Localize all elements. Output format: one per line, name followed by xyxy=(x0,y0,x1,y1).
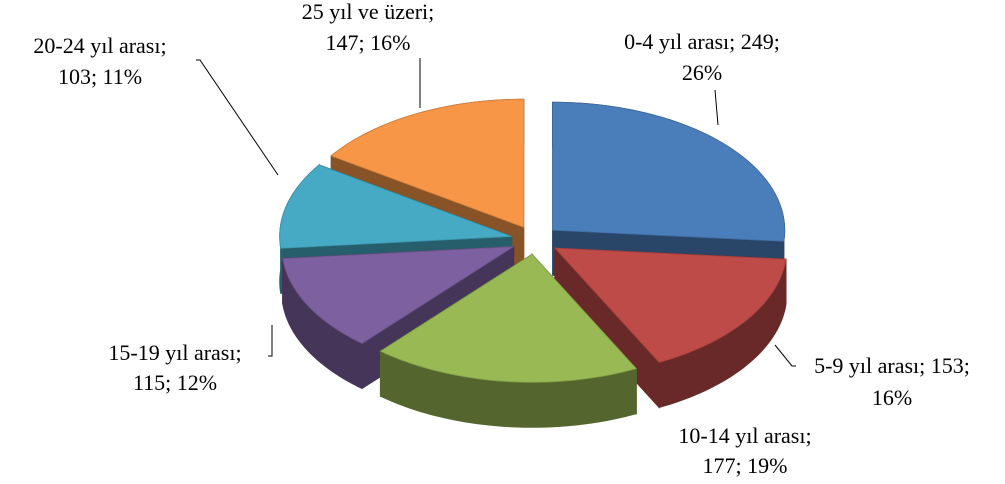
slice xyxy=(279,164,512,249)
slice-label: 177; 19% xyxy=(703,453,788,478)
slice-label: 5-9 yıl arası; 153; xyxy=(814,353,970,378)
slice xyxy=(379,253,638,428)
slice-label: 10-14 yıl arası; xyxy=(678,423,811,448)
labels: 0-4 yıl arası; 249; 26% 5-9 yıl arası; 1… xyxy=(33,0,970,478)
slice-label: 103; 11% xyxy=(58,64,142,89)
slice xyxy=(553,246,787,409)
slice-label: 115; 12% xyxy=(133,370,217,395)
slice-label: 26% xyxy=(682,60,722,85)
slice xyxy=(282,246,516,344)
leader-line xyxy=(268,325,273,357)
slice xyxy=(552,101,786,287)
slice-label: 25 yıl ve üzeri; xyxy=(302,0,435,24)
slice-label: 15-19 yıl arası; xyxy=(108,340,241,365)
slice-label: 20-24 yıl arası; xyxy=(33,33,166,58)
slice xyxy=(379,253,638,383)
slice-label: 0-4 yıl arası; 249; xyxy=(624,29,780,54)
slice xyxy=(552,101,786,242)
pie xyxy=(279,98,787,428)
slice-label: 16% xyxy=(872,385,912,410)
leader-line xyxy=(714,89,719,126)
leader-line xyxy=(196,59,279,176)
leader-line xyxy=(774,344,796,367)
slice xyxy=(553,247,787,363)
slice xyxy=(330,98,525,228)
slice-label: 147; 16% xyxy=(326,30,411,55)
